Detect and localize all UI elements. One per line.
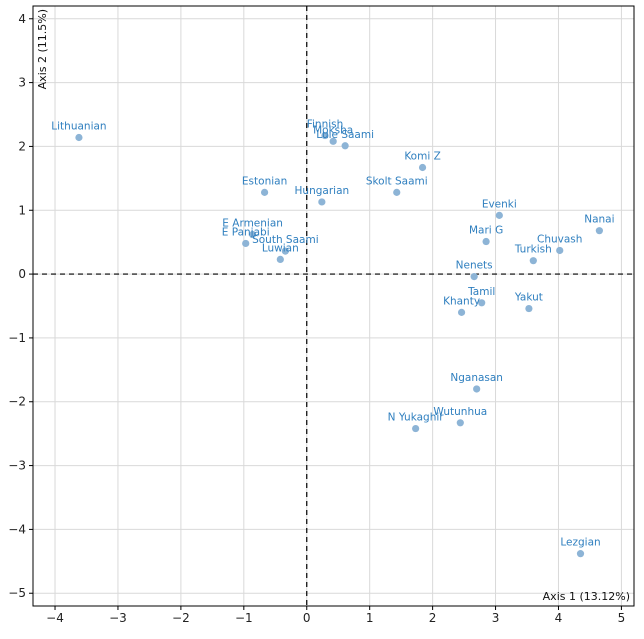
data-point-label: Yakut [514,292,543,304]
y-tick-label: −1 [8,331,26,345]
data-point-label: Mari G [469,225,503,237]
data-point [393,188,401,196]
x-axis-title: Axis 1 (13.12%) [543,590,630,603]
data-point [281,247,289,255]
plot-frame [32,5,635,607]
data-point-label: Komi Z [404,150,440,162]
data-point-label: Lezgian [560,537,600,549]
data-points [75,131,603,558]
data-point-label: E Armenian [222,218,283,230]
grid [33,6,634,606]
data-point-label: Nganasan [450,372,503,384]
y-tick-label: −4 [8,522,26,536]
data-point [525,304,533,313]
data-point [556,246,564,255]
data-point-label: N Yukaghir [388,412,445,424]
y-tick-label: −5 [8,586,26,600]
data-point [329,137,337,145]
data-point-label: Turkish [514,244,552,256]
data-point [495,211,503,219]
data-point-label: Lithuanian [51,120,106,132]
x-tick-label: 4 [555,611,563,625]
data-point [75,133,83,142]
x-tick-label: 1 [366,611,374,625]
data-point-label: Tamil [467,286,495,298]
data-point-label: Moksha [313,124,353,136]
data-point-label: Nanai [584,214,614,226]
data-point [595,227,603,235]
y-tick-label: −3 [8,459,26,473]
x-tick-label: −3 [109,611,127,625]
data-point [529,257,537,265]
data-point [478,299,486,307]
y-tick-label: 2 [18,139,26,153]
data-point-label: Hungarian [295,185,350,197]
data-point-label: Chuvash [537,233,582,245]
data-point-label: Nenets [456,260,493,272]
axis-ticks: −4 −3 −2 −1 0 1 2 3 4 5 −5 −4 −3 −2 −1 0 1 2 3 4 [8,12,625,625]
data-point-label: South Saami [252,234,319,246]
data-point [576,550,585,558]
x-tick-label: −2 [172,611,190,625]
data-point [276,255,284,264]
data-point-label: E Panjabi [222,226,270,238]
data-point [249,230,257,239]
data-point [473,385,481,393]
data-point [456,419,464,427]
data-point-label: Finnish [307,119,344,131]
y-axis-title: Axis 2 (11.5%) [36,9,49,89]
data-point-label: Lule Saami [316,129,374,141]
data-point-label: Evenki [482,198,517,210]
data-point [412,424,420,433]
y-tick-label: 1 [18,203,26,217]
data-point [418,163,427,172]
data-point-label: Wutunhua [433,406,487,418]
data-point [242,239,250,248]
y-tick-label: 3 [18,76,26,90]
data-point [457,308,466,316]
data-point [482,237,490,246]
x-tick-label: −4 [46,611,64,625]
data-point [341,142,349,150]
data-point [260,188,269,196]
zero-lines [33,6,634,606]
y-tick-label: 0 [18,267,26,281]
y-tick-label: 4 [18,12,26,26]
data-point-label: Estonian [242,175,287,187]
data-point [321,131,329,140]
data-point-label: Khanty [443,295,480,307]
y-tick-label: −2 [8,395,26,409]
data-point [470,273,478,281]
x-tick-label: −1 [235,611,253,625]
data-point-label: Luwian [262,242,299,254]
x-tick-label: 5 [618,611,626,625]
x-tick-label: 3 [492,611,500,625]
data-point-label: Skolt Saami [366,175,428,187]
data-point [318,198,326,206]
x-tick-label: 0 [303,611,311,625]
x-tick-label: 2 [429,611,437,625]
